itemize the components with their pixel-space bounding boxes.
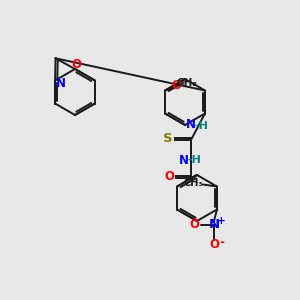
Text: O: O bbox=[171, 79, 181, 92]
Text: -H: -H bbox=[194, 121, 208, 131]
Text: -H: -H bbox=[187, 155, 201, 165]
Text: -: - bbox=[220, 236, 224, 249]
Text: N: N bbox=[186, 118, 196, 131]
Text: S: S bbox=[163, 133, 173, 146]
Text: O: O bbox=[71, 58, 81, 70]
Text: O: O bbox=[164, 170, 174, 184]
Text: N: N bbox=[56, 77, 66, 90]
Text: O: O bbox=[209, 238, 219, 251]
Text: CH₃: CH₃ bbox=[177, 79, 198, 88]
Text: +: + bbox=[217, 217, 225, 226]
Text: CH₃: CH₃ bbox=[183, 178, 203, 188]
Text: N: N bbox=[179, 154, 189, 166]
Text: O: O bbox=[189, 218, 199, 231]
Text: N: N bbox=[208, 218, 220, 231]
